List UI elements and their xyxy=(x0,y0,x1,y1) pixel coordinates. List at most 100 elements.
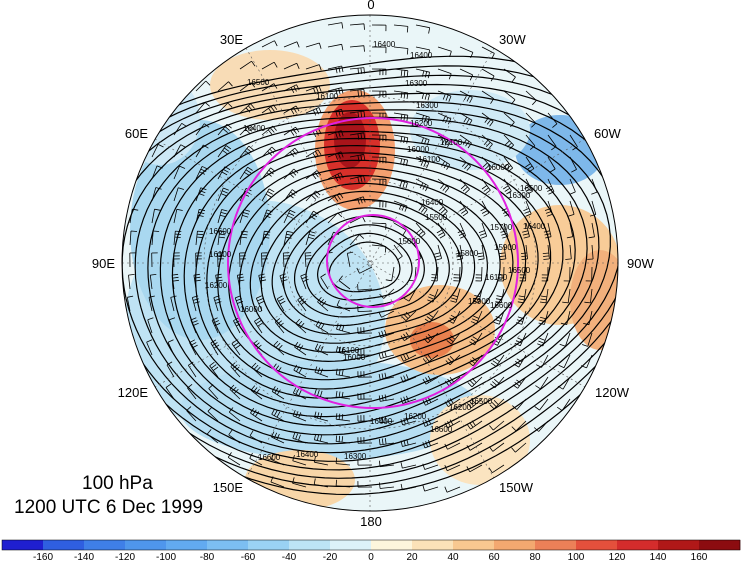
height-contour xyxy=(195,144,552,399)
height-contour xyxy=(260,190,476,344)
wind-barb xyxy=(583,310,593,326)
wind-barb xyxy=(545,178,555,195)
colorbar-swatch xyxy=(371,540,413,550)
contour-label: 15900 xyxy=(468,297,491,306)
contour-label: 16400 xyxy=(243,124,266,133)
colorbar-tick-label: 0 xyxy=(368,552,374,561)
wind-barb xyxy=(371,156,387,164)
wind-barb xyxy=(503,90,516,105)
wind-barb xyxy=(195,252,202,268)
lon-label-180: 180 xyxy=(360,514,382,529)
wind-barb xyxy=(562,288,571,304)
wind-barb xyxy=(475,266,483,282)
wind-barb xyxy=(427,288,439,303)
contour-label: 16300 xyxy=(508,191,531,200)
wind-barb xyxy=(279,273,288,290)
wind-barb xyxy=(251,362,263,378)
wind-barb xyxy=(349,216,366,224)
wind-barb xyxy=(502,178,512,195)
wind-barb xyxy=(565,244,572,260)
colorbar-tick-label: -80 xyxy=(200,552,215,561)
wind-barb xyxy=(357,371,373,378)
wind-barb xyxy=(400,332,417,342)
colorbar-swatch xyxy=(494,540,536,550)
wind-barb xyxy=(128,274,135,290)
wind-barb xyxy=(234,295,244,312)
wind-barb xyxy=(378,394,395,402)
contour-label: 16400 xyxy=(373,40,396,49)
wind-barb xyxy=(283,84,300,93)
wind-barb xyxy=(282,252,290,268)
wind-barb xyxy=(213,295,222,312)
wind-barb xyxy=(568,200,575,217)
colorbar-tick-label: 80 xyxy=(529,552,541,561)
colorbar-tick-label: 60 xyxy=(488,552,500,561)
wind-barb xyxy=(478,222,488,239)
wind-barb xyxy=(556,398,571,411)
wind-barb xyxy=(422,440,439,449)
wind-barb xyxy=(459,156,472,171)
wind-barb xyxy=(393,90,409,99)
wind-barb xyxy=(459,68,474,81)
wind-barb xyxy=(393,222,407,236)
wind-barb xyxy=(371,112,387,120)
contour-label: 16400 xyxy=(370,417,393,426)
wind-barb xyxy=(357,481,373,488)
wind-barb xyxy=(436,222,446,239)
height-contour xyxy=(122,74,618,479)
wind-barb xyxy=(314,366,329,378)
wind-barb xyxy=(217,187,229,202)
wind-barb xyxy=(270,453,285,466)
contour-label: 16500 xyxy=(247,78,270,87)
lon-label-30e: 30E xyxy=(220,32,243,47)
wind-barb xyxy=(258,273,267,290)
wind-barb xyxy=(459,200,469,217)
wind-barb xyxy=(151,187,162,202)
wind-barb xyxy=(525,134,536,150)
wind-barb xyxy=(173,252,180,268)
wind-barb xyxy=(317,297,329,312)
wind-barb xyxy=(151,165,163,180)
wind-barb xyxy=(151,252,158,268)
wind-barb xyxy=(357,305,373,312)
wind-barb xyxy=(393,244,403,261)
colorbar-swatch xyxy=(453,540,495,550)
wind-barb xyxy=(444,486,461,493)
wind-barb xyxy=(378,372,395,381)
wind-barb xyxy=(536,354,549,368)
wind-barb xyxy=(206,429,219,444)
height-contour xyxy=(282,207,450,327)
contour-label: 16500 xyxy=(470,397,493,406)
wind-barb xyxy=(481,178,491,195)
colorbar-swatch xyxy=(248,540,290,550)
wind-barb xyxy=(229,384,241,400)
wind-barb xyxy=(481,134,493,149)
wind-barb xyxy=(558,354,571,369)
wind-barb xyxy=(393,178,408,189)
wind-barb xyxy=(581,332,593,347)
wind-barb xyxy=(511,420,527,432)
wind-barb xyxy=(126,295,134,312)
wind-barb xyxy=(566,222,574,239)
contour-label: 16600 xyxy=(430,425,453,434)
wind-barb xyxy=(493,310,505,325)
wind-barb xyxy=(208,384,219,400)
wind-barb xyxy=(195,187,207,202)
contour-label: 16100 xyxy=(209,250,232,259)
wind-barb xyxy=(415,68,430,79)
wind-barb xyxy=(327,43,344,51)
height-contour xyxy=(122,83,618,471)
wind-barb xyxy=(393,24,409,33)
wind-barb xyxy=(378,416,395,424)
wind-barb xyxy=(401,310,417,321)
wind-barb xyxy=(357,415,373,422)
wind-barb xyxy=(535,376,549,390)
wind-barb xyxy=(327,172,344,181)
wind-barb xyxy=(437,200,448,216)
wind-barb xyxy=(455,244,464,261)
wind-barb xyxy=(393,46,409,55)
colorbar-tick-label: -100 xyxy=(156,552,176,561)
contour-label: 16400 xyxy=(296,450,319,459)
wind-barb xyxy=(513,354,527,368)
wind-barb xyxy=(327,87,344,95)
